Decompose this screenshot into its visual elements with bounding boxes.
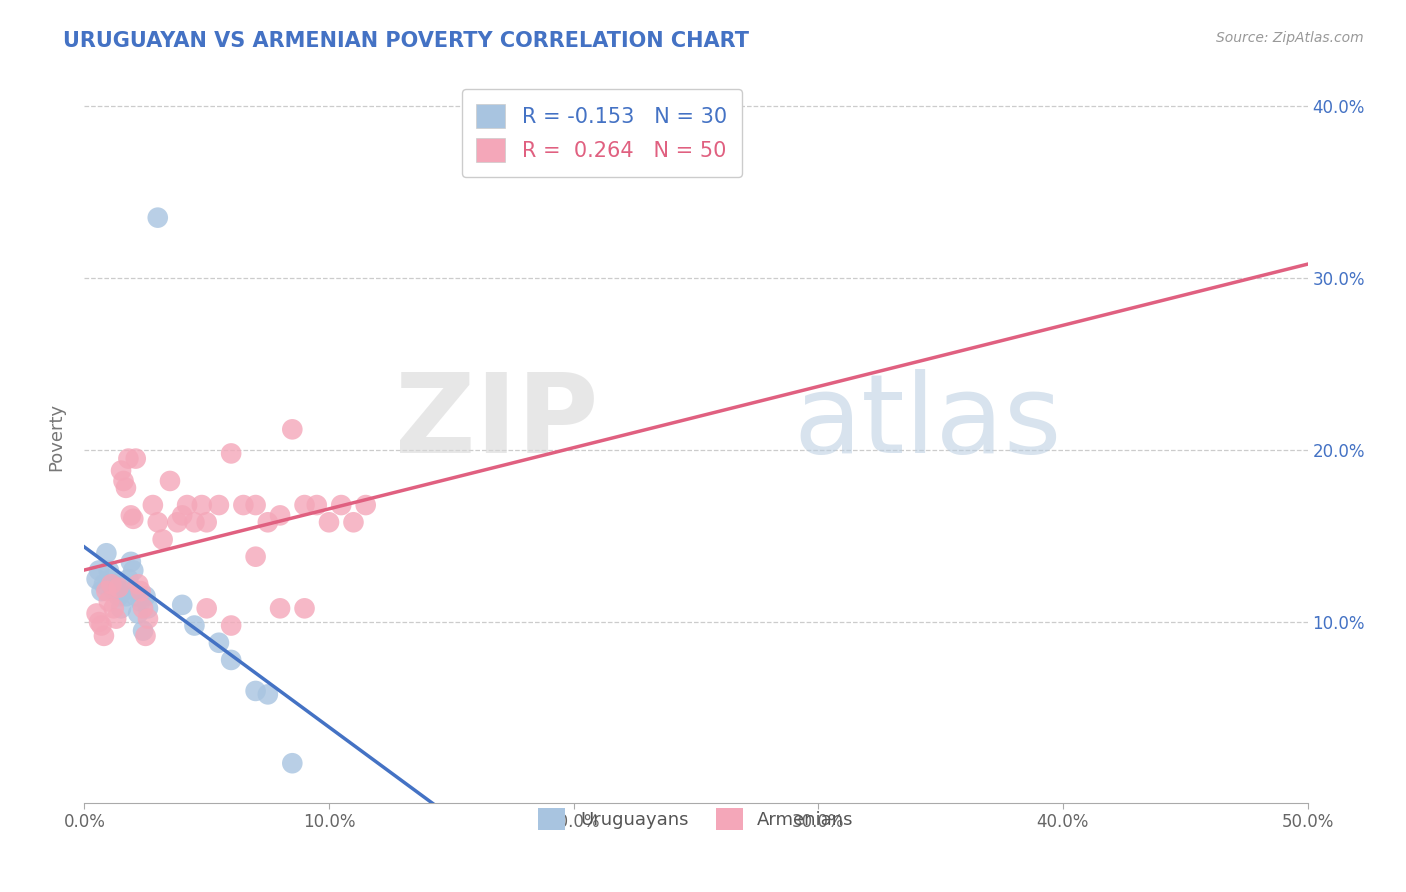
- Point: [135, 629, 157, 643]
- Point: [176, 498, 198, 512]
- Point: [129, 584, 152, 599]
- Point: [96, 584, 118, 599]
- Point: [146, 516, 169, 530]
- Point: [245, 549, 267, 564]
- Point: [90, 584, 112, 599]
- Point: [90, 618, 112, 632]
- Point: [100, 577, 122, 591]
- Point: [122, 564, 145, 578]
- Point: [87, 564, 110, 578]
- Point: [105, 577, 128, 591]
- Point: [135, 589, 157, 603]
- Point: [208, 636, 231, 650]
- Text: Source: ZipAtlas.com: Source: ZipAtlas.com: [1216, 31, 1364, 45]
- Point: [294, 601, 316, 615]
- Point: [107, 581, 129, 595]
- Point: [110, 464, 132, 478]
- Point: [86, 572, 108, 586]
- Point: [172, 598, 194, 612]
- Point: [281, 422, 304, 436]
- Point: [105, 612, 128, 626]
- Point: [219, 618, 242, 632]
- Point: [127, 577, 149, 591]
- Point: [132, 601, 155, 615]
- Point: [269, 601, 291, 615]
- Point: [112, 584, 135, 599]
- Point: [330, 498, 353, 512]
- Point: [232, 498, 254, 512]
- Point: [152, 533, 174, 547]
- Point: [136, 612, 159, 626]
- Point: [219, 446, 242, 460]
- Point: [97, 564, 120, 578]
- Point: [93, 629, 115, 643]
- Point: [305, 498, 328, 512]
- Point: [183, 516, 205, 530]
- Point: [120, 508, 142, 523]
- Point: [136, 601, 159, 615]
- Point: [318, 516, 340, 530]
- Point: [172, 508, 194, 523]
- Point: [125, 451, 148, 466]
- Point: [257, 516, 280, 530]
- Point: [100, 572, 122, 586]
- Point: [342, 516, 364, 530]
- Point: [294, 498, 316, 512]
- Point: [195, 516, 218, 530]
- Point: [129, 594, 152, 608]
- Text: URUGUAYAN VS ARMENIAN POVERTY CORRELATION CHART: URUGUAYAN VS ARMENIAN POVERTY CORRELATIO…: [63, 31, 749, 51]
- Point: [245, 684, 267, 698]
- Point: [107, 589, 129, 603]
- Point: [219, 653, 242, 667]
- Point: [257, 687, 280, 701]
- Point: [117, 572, 139, 586]
- Point: [127, 607, 149, 621]
- Point: [132, 624, 155, 638]
- Text: atlas: atlas: [794, 369, 1063, 476]
- Point: [115, 481, 138, 495]
- Point: [245, 498, 267, 512]
- Point: [122, 512, 145, 526]
- Point: [97, 594, 120, 608]
- Point: [159, 474, 181, 488]
- Point: [86, 607, 108, 621]
- Point: [87, 615, 110, 629]
- Point: [142, 498, 165, 512]
- Point: [103, 584, 125, 599]
- Point: [117, 451, 139, 466]
- Point: [120, 555, 142, 569]
- Point: [103, 601, 125, 615]
- Point: [112, 474, 135, 488]
- Point: [146, 211, 169, 225]
- Point: [191, 498, 214, 512]
- Point: [183, 618, 205, 632]
- Point: [195, 601, 218, 615]
- Y-axis label: Poverty: Poverty: [48, 403, 66, 471]
- Point: [269, 508, 291, 523]
- Point: [125, 589, 148, 603]
- Point: [96, 546, 118, 560]
- Legend: Uruguayans, Armenians: Uruguayans, Armenians: [531, 801, 860, 838]
- Point: [110, 601, 132, 615]
- Point: [281, 756, 304, 771]
- Point: [166, 516, 188, 530]
- Point: [208, 498, 231, 512]
- Point: [115, 589, 138, 603]
- Point: [93, 577, 115, 591]
- Point: [354, 498, 377, 512]
- Text: ZIP: ZIP: [395, 369, 598, 476]
